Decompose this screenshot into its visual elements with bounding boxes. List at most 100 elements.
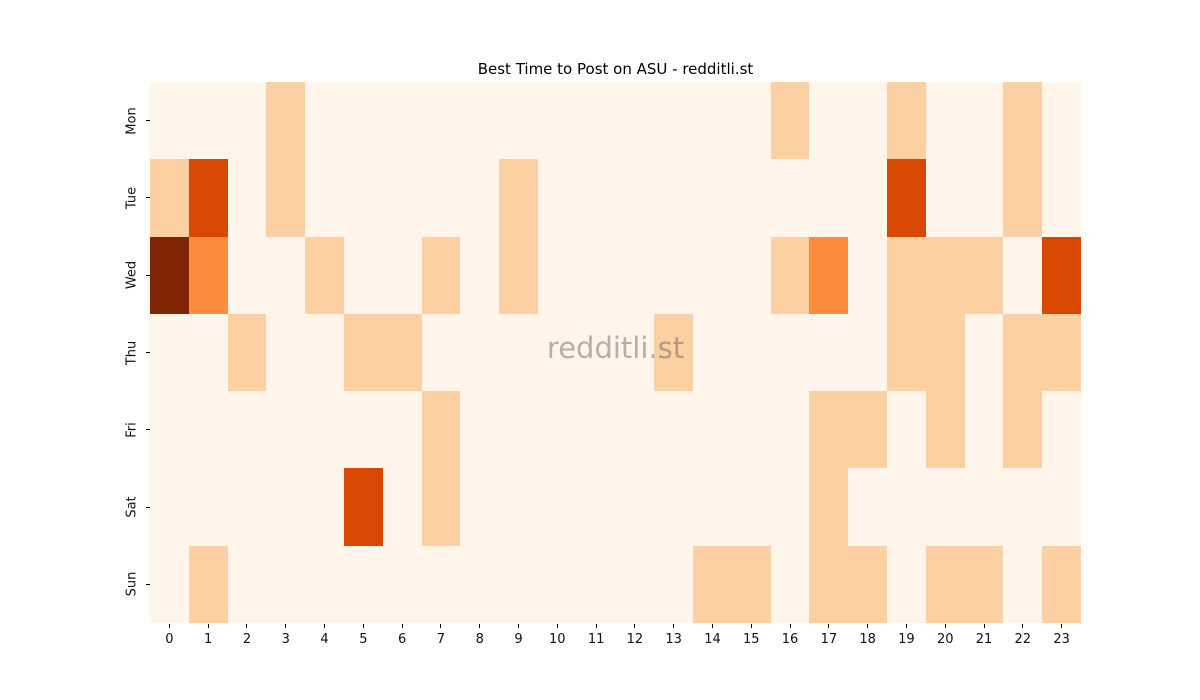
heatmap-cell-mon-12: [615, 82, 655, 160]
heatmap-cell-tue-18: [848, 159, 888, 237]
heatmap-cell-thu-16: [770, 313, 810, 392]
heatmap-cell-wed-0: [150, 236, 189, 314]
heatmap-cell-tue-14: [693, 159, 732, 237]
heatmap-cell-sat-23: [1042, 468, 1081, 546]
x-tick-mark: [518, 624, 520, 628]
heatmap-cell-fri-14: [693, 391, 732, 469]
heatmap-cell-fri-16: [770, 391, 810, 469]
heatmap-cell-sun-15: [731, 545, 771, 623]
heatmap-cell-fri-10: [537, 391, 577, 469]
heatmap-cell-thu-1: [188, 313, 228, 392]
x-tick-mark: [207, 624, 209, 628]
heatmap-cell-thu-14: [693, 313, 732, 392]
y-tick-label-fri: Fri: [124, 422, 140, 438]
heatmap-cell-tue-4: [305, 159, 344, 237]
heatmap-cell-fri-5: [343, 391, 383, 469]
y-tick-label-mon: Mon: [124, 106, 140, 135]
heatmap-cell-sun-17: [809, 545, 849, 623]
heatmap-cell-sat-15: [731, 468, 771, 546]
heatmap-cell-sun-9: [499, 545, 538, 623]
heatmap-cell-wed-5: [343, 236, 383, 314]
x-tick-mark: [944, 624, 946, 628]
heatmap-cell-sun-14: [693, 545, 732, 623]
y-tick-mark: [146, 506, 150, 508]
x-tick-mark: [168, 624, 170, 628]
heatmap-cell-sat-11: [576, 468, 616, 546]
heatmap-cell-thu-5: [343, 313, 383, 392]
heatmap-cell-thu-2: [227, 313, 267, 392]
heatmap-cell-wed-8: [460, 236, 500, 314]
x-tick-label-19: 19: [898, 632, 915, 647]
heatmap-cell-tue-9: [499, 159, 538, 237]
heatmap-cell-fri-0: [150, 391, 189, 469]
x-tick-label-12: 12: [626, 632, 644, 647]
heatmap-cell-thu-23: [1042, 313, 1081, 392]
x-tick-mark: [711, 624, 713, 628]
heatmap-cell-thu-19: [887, 313, 926, 392]
heatmap-cell-sat-16: [770, 468, 810, 546]
heatmap-cell-sat-1: [188, 468, 228, 546]
heatmap-cell-tue-11: [576, 159, 616, 237]
heatmap-cell-thu-21: [964, 313, 1004, 392]
heatmap-cell-fri-11: [576, 391, 616, 469]
heatmap-cell-thu-13: [654, 313, 694, 392]
heatmap-cell-mon-22: [1003, 82, 1043, 160]
heatmap-cell-sat-3: [266, 468, 306, 546]
heatmap-cell-fri-20: [925, 391, 965, 469]
heatmap-cell-sun-19: [887, 545, 926, 623]
heatmap-cell-mon-5: [343, 82, 383, 160]
x-tick-mark: [556, 624, 558, 628]
heatmap-cell-mon-11: [576, 82, 616, 160]
heatmap-cell-mon-23: [1042, 82, 1081, 160]
heatmap-cell-tue-8: [460, 159, 500, 237]
x-tick-label-9: 9: [514, 632, 523, 647]
heatmap-cell-mon-3: [266, 82, 306, 160]
x-tick-mark: [634, 624, 636, 628]
heatmap-cell-wed-19: [887, 236, 926, 314]
x-tick-mark: [362, 624, 364, 628]
heatmap-cell-mon-17: [809, 82, 849, 160]
heatmap-cell-fri-17: [809, 391, 849, 469]
heatmap-cell-tue-3: [266, 159, 306, 237]
heatmap-cell-mon-6: [382, 82, 422, 160]
x-tick-label-15: 15: [742, 632, 760, 647]
chart-title: Best Time to Post on ASU - redditli.st: [477, 60, 754, 78]
heatmap-cell-wed-10: [537, 236, 577, 314]
heatmap-cell-fri-2: [227, 391, 267, 469]
heatmap-cell-sat-19: [887, 468, 926, 546]
heatmap-cell-mon-9: [499, 82, 538, 160]
heatmap-cell-fri-22: [1003, 391, 1043, 469]
heatmap-cell-wed-2: [227, 236, 267, 314]
heatmap-cell-thu-11: [576, 313, 616, 392]
x-tick-label-23: 23: [1053, 632, 1070, 647]
heatmap-cell-fri-9: [499, 391, 538, 469]
heatmap-cell-mon-10: [537, 82, 577, 160]
heatmap-cell-thu-8: [460, 313, 500, 392]
heatmap-cell-mon-16: [770, 82, 810, 160]
heatmap-cell-sat-21: [964, 468, 1004, 546]
heatmap-cell-wed-14: [693, 236, 732, 314]
heatmap-cell-tue-10: [537, 159, 577, 237]
heatmap-cell-sat-10: [537, 468, 577, 546]
heatmap-cell-thu-18: [848, 313, 888, 392]
heatmap-cell-mon-13: [654, 82, 694, 160]
heatmap-cell-sat-17: [809, 468, 849, 546]
y-tick-mark: [146, 429, 150, 431]
heatmap-cell-thu-4: [305, 313, 344, 392]
heatmap-cell-tue-0: [150, 159, 189, 237]
y-axis: Mon Tue Wed Thu Fri Sat Sun: [110, 82, 150, 623]
heatmap-cell-thu-17: [809, 313, 849, 392]
heatmap-cell-tue-13: [654, 159, 694, 237]
heatmap-cell-sun-8: [460, 545, 500, 623]
heatmap-cell-wed-13: [654, 236, 694, 314]
heatmap-cell-wed-21: [964, 236, 1004, 314]
heatmap-cell-fri-19: [887, 391, 926, 469]
heatmap-cell-mon-2: [227, 82, 267, 160]
x-tick-mark: [828, 624, 830, 628]
heatmap-cell-sun-13: [654, 545, 694, 623]
heatmap-cell-wed-20: [925, 236, 965, 314]
x-tick-mark: [983, 624, 985, 628]
x-tick-label-16: 16: [781, 632, 799, 647]
x-tick-label-5: 5: [359, 632, 368, 647]
heatmap-cell-thu-0: [150, 313, 189, 392]
